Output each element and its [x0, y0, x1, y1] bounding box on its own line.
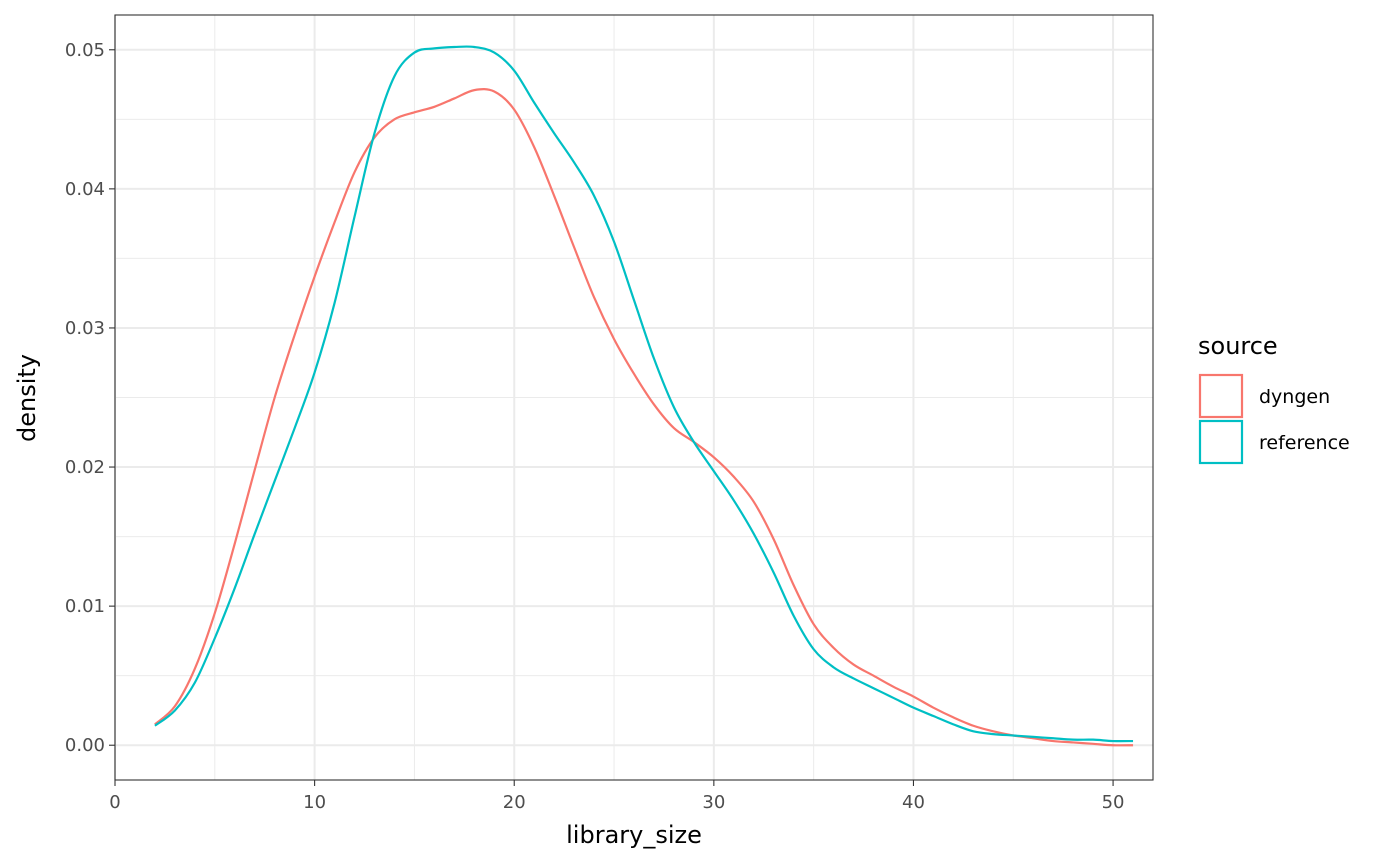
legend-title: source — [1198, 332, 1278, 360]
y-axis-title: density — [13, 354, 41, 442]
x-tick-label: 0 — [109, 792, 120, 813]
x-tick-label: 30 — [702, 792, 725, 813]
legend-items: dyngen reference — [1198, 373, 1350, 465]
legend-key-dyngen — [1198, 373, 1244, 419]
y-axis-ticks: 0.00 0.01 0.02 0.03 0.04 0.05 — [65, 40, 115, 756]
x-tick-label: 40 — [902, 792, 925, 813]
series-lines — [154, 45, 1134, 747]
plot-panel-border — [114, 14, 1154, 781]
y-tick-label: 0.00 — [65, 735, 105, 756]
x-tick-label: 20 — [503, 792, 526, 813]
minor-gridlines — [115, 15, 1153, 780]
series-line-reference — [154, 45, 1134, 743]
x-axis-title: library_size — [566, 821, 702, 849]
legend-key-reference — [1198, 419, 1244, 465]
x-axis-ticks: 0 10 20 30 40 50 — [109, 780, 1125, 813]
x-tick-label: 10 — [303, 792, 326, 813]
x-tick-label: 50 — [1102, 792, 1125, 813]
y-tick-label: 0.03 — [65, 318, 105, 339]
y-tick-label: 0.05 — [65, 40, 105, 61]
legend-label-dyngen: dyngen — [1259, 386, 1330, 408]
legend: source dyngen reference — [1198, 332, 1350, 465]
series-line-dyngen — [154, 88, 1134, 747]
y-tick-label: 0.01 — [65, 596, 105, 617]
y-tick-label: 0.02 — [65, 457, 105, 478]
y-tick-label: 0.04 — [65, 179, 105, 200]
legend-label-reference: reference — [1259, 432, 1350, 454]
